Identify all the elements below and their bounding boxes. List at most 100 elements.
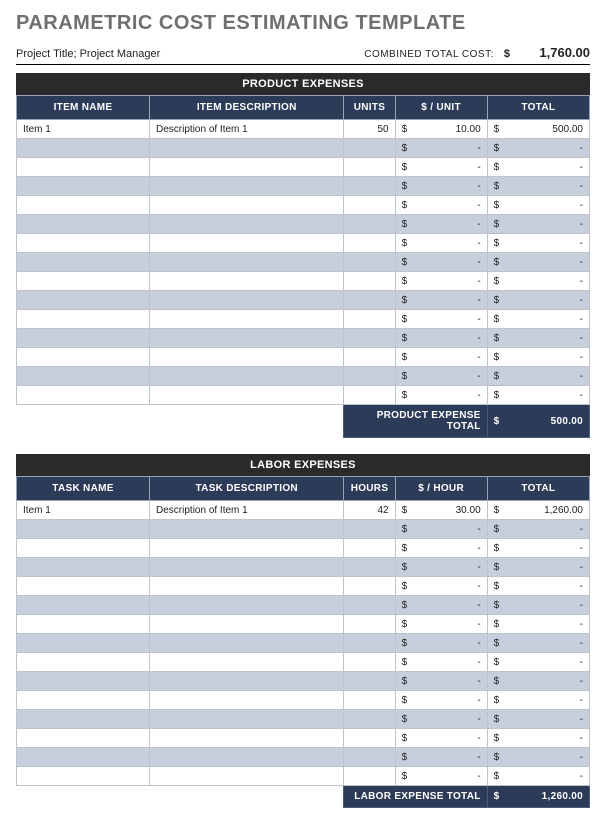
labor-rate-cell[interactable]: $- [395, 729, 487, 748]
labor-desc-cell[interactable] [150, 558, 344, 577]
product-name-cell[interactable] [17, 348, 150, 367]
labor-units-cell[interactable] [344, 710, 395, 729]
labor-rate-cell[interactable]: $- [395, 558, 487, 577]
labor-name-cell[interactable] [17, 539, 150, 558]
labor-desc-cell[interactable] [150, 615, 344, 634]
labor-units-cell[interactable] [344, 558, 395, 577]
labor-name-cell[interactable]: Item 1 [17, 501, 150, 520]
product-desc-cell[interactable] [150, 234, 344, 253]
product-name-cell[interactable] [17, 234, 150, 253]
product-units-cell[interactable] [344, 139, 395, 158]
product-units-cell[interactable] [344, 196, 395, 215]
product-name-cell[interactable] [17, 329, 150, 348]
product-units-cell[interactable] [344, 272, 395, 291]
labor-desc-cell[interactable] [150, 634, 344, 653]
product-rate-cell[interactable]: $- [395, 234, 487, 253]
product-name-cell[interactable] [17, 367, 150, 386]
labor-name-cell[interactable] [17, 748, 150, 767]
labor-units-cell[interactable] [344, 653, 395, 672]
labor-desc-cell[interactable] [150, 653, 344, 672]
product-name-cell[interactable] [17, 215, 150, 234]
labor-desc-cell[interactable] [150, 691, 344, 710]
labor-units-cell[interactable] [344, 748, 395, 767]
labor-desc-cell[interactable] [150, 767, 344, 786]
labor-desc-cell[interactable]: Description of Item 1 [150, 501, 344, 520]
labor-desc-cell[interactable] [150, 729, 344, 748]
labor-rate-cell[interactable]: $- [395, 653, 487, 672]
product-rate-cell[interactable]: $- [395, 196, 487, 215]
labor-rate-cell[interactable]: $- [395, 615, 487, 634]
labor-name-cell[interactable] [17, 729, 150, 748]
product-rate-cell[interactable]: $- [395, 158, 487, 177]
labor-rate-cell[interactable]: $- [395, 539, 487, 558]
labor-name-cell[interactable] [17, 767, 150, 786]
labor-name-cell[interactable] [17, 520, 150, 539]
labor-name-cell[interactable] [17, 672, 150, 691]
product-units-cell[interactable] [344, 158, 395, 177]
product-name-cell[interactable] [17, 158, 150, 177]
product-units-cell[interactable] [344, 329, 395, 348]
labor-desc-cell[interactable] [150, 577, 344, 596]
labor-rate-cell[interactable]: $30.00 [395, 501, 487, 520]
labor-name-cell[interactable] [17, 710, 150, 729]
product-rate-cell[interactable]: $- [395, 367, 487, 386]
product-name-cell[interactable]: Item 1 [17, 120, 150, 139]
product-rate-cell[interactable]: $- [395, 253, 487, 272]
product-rate-cell[interactable]: $- [395, 177, 487, 196]
labor-rate-cell[interactable]: $- [395, 520, 487, 539]
product-units-cell[interactable] [344, 234, 395, 253]
product-units-cell[interactable] [344, 253, 395, 272]
product-name-cell[interactable] [17, 139, 150, 158]
labor-name-cell[interactable] [17, 615, 150, 634]
labor-units-cell[interactable] [344, 729, 395, 748]
product-name-cell[interactable] [17, 177, 150, 196]
labor-rate-cell[interactable]: $- [395, 577, 487, 596]
product-desc-cell[interactable] [150, 158, 344, 177]
product-desc-cell[interactable] [150, 386, 344, 405]
product-units-cell[interactable] [344, 386, 395, 405]
product-units-cell[interactable] [344, 367, 395, 386]
product-desc-cell[interactable] [150, 253, 344, 272]
product-name-cell[interactable] [17, 310, 150, 329]
labor-desc-cell[interactable] [150, 672, 344, 691]
product-desc-cell[interactable] [150, 291, 344, 310]
product-desc-cell[interactable] [150, 177, 344, 196]
labor-rate-cell[interactable]: $- [395, 748, 487, 767]
product-rate-cell[interactable]: $- [395, 386, 487, 405]
product-desc-cell[interactable]: Description of Item 1 [150, 120, 344, 139]
labor-units-cell[interactable] [344, 577, 395, 596]
labor-name-cell[interactable] [17, 577, 150, 596]
product-rate-cell[interactable]: $- [395, 272, 487, 291]
product-units-cell[interactable] [344, 177, 395, 196]
product-desc-cell[interactable] [150, 310, 344, 329]
product-units-cell[interactable] [344, 215, 395, 234]
product-desc-cell[interactable] [150, 348, 344, 367]
product-units-cell[interactable]: 50 [344, 120, 395, 139]
labor-units-cell[interactable] [344, 596, 395, 615]
labor-rate-cell[interactable]: $- [395, 767, 487, 786]
labor-units-cell[interactable] [344, 539, 395, 558]
labor-desc-cell[interactable] [150, 596, 344, 615]
product-name-cell[interactable] [17, 253, 150, 272]
product-name-cell[interactable] [17, 386, 150, 405]
product-rate-cell[interactable]: $- [395, 139, 487, 158]
product-rate-cell[interactable]: $10.00 [395, 120, 487, 139]
labor-rate-cell[interactable]: $- [395, 596, 487, 615]
product-desc-cell[interactable] [150, 329, 344, 348]
product-name-cell[interactable] [17, 272, 150, 291]
labor-desc-cell[interactable] [150, 710, 344, 729]
product-rate-cell[interactable]: $- [395, 291, 487, 310]
labor-desc-cell[interactable] [150, 539, 344, 558]
labor-units-cell[interactable] [344, 691, 395, 710]
product-rate-cell[interactable]: $- [395, 215, 487, 234]
product-desc-cell[interactable] [150, 196, 344, 215]
labor-rate-cell[interactable]: $- [395, 710, 487, 729]
product-units-cell[interactable] [344, 348, 395, 367]
product-desc-cell[interactable] [150, 272, 344, 291]
labor-rate-cell[interactable]: $- [395, 691, 487, 710]
labor-name-cell[interactable] [17, 653, 150, 672]
labor-name-cell[interactable] [17, 596, 150, 615]
labor-units-cell[interactable] [344, 634, 395, 653]
product-rate-cell[interactable]: $- [395, 348, 487, 367]
labor-desc-cell[interactable] [150, 520, 344, 539]
